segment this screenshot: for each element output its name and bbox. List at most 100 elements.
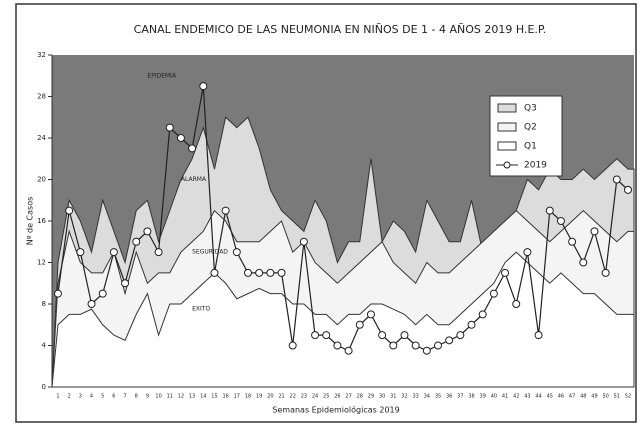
point [65,206,74,215]
point [601,268,610,277]
point [579,258,588,267]
point [366,310,375,319]
x-tick-label: 7 [123,394,126,400]
point [422,346,431,355]
x-tick-label: 35 [435,394,441,400]
y-tick-label: 0 [42,383,46,391]
x-tick-label: 17 [234,394,240,400]
x-tick-label: 9 [146,394,149,400]
point [266,268,275,277]
point [121,279,130,288]
x-tick-label: 46 [558,394,564,400]
x-tick-label: 29 [368,394,374,400]
legend-label: 2019 [524,161,547,171]
x-tick-label: 11 [167,394,173,400]
legend-marker [503,161,511,169]
point [534,331,543,340]
point [556,217,565,225]
y-tick-label: 4 [42,342,47,350]
x-tick-label: 14 [200,394,206,400]
point [165,123,174,132]
area [51,251,635,388]
x-tick-label: 20 [267,394,273,400]
point [210,268,219,277]
point [176,134,185,142]
x-tick-label: 48 [580,394,586,400]
point [333,341,342,350]
x-tick-label: 34 [424,394,430,400]
x-tick-label: 12 [178,394,184,400]
point [132,237,141,246]
x-tick-label: 6 [112,394,115,400]
x-tick-label: 49 [591,394,597,400]
x-tick-label: 33 [412,394,418,400]
x-tick-label: 39 [480,394,486,400]
point [288,341,297,350]
point [344,346,353,355]
point [277,268,286,277]
x-tick-label: 2 [68,394,71,400]
x-axis-label: Semanas Epidemiológicas 2019 [272,405,399,415]
x-tick-label: 43 [524,394,530,400]
x-tick-label: 32 [401,394,407,400]
point [154,248,163,257]
point [244,268,252,277]
legend-label: Q1 [524,142,537,152]
x-tick-label: 26 [334,394,340,400]
point [467,320,476,329]
x-tick-label: 38 [468,394,474,400]
zone-label: EPIDEMIA [147,72,177,79]
y-tick-label: 16 [37,217,46,225]
point [590,227,599,236]
y-tick-label: 20 [37,176,46,184]
y-tick-label: 32 [37,51,46,59]
point [143,227,152,236]
point [87,300,96,308]
x-tick-label: 45 [547,394,553,400]
point [311,331,320,340]
y-tick-label: 8 [42,300,46,308]
x-tick-label: 15 [211,394,217,400]
x-tick-label: 3 [79,394,82,400]
x-tick-label: 31 [390,394,396,400]
legend-label: Q2 [524,123,537,133]
chart-title: CANAL ENDEMICO DE LAS NEUMONIA EN NIÑOS … [134,23,547,36]
x-tick-label: 1 [56,394,59,400]
point [501,268,510,277]
point [76,248,85,257]
x-tick-label: 28 [357,394,363,400]
x-tick-label: 4 [90,394,93,400]
point [98,289,107,298]
point [400,331,409,340]
y-tick-label: 12 [37,259,46,267]
x-tick-label: 30 [379,394,385,400]
x-tick-label: 44 [535,394,541,400]
y-axis-label: Nº de Casos [26,197,35,246]
point [232,248,241,257]
x-tick-label: 22 [290,394,296,400]
y-tick-label: 24 [37,134,46,142]
point [54,289,62,298]
x-tick-label: 24 [312,394,318,400]
x-tick-label: 36 [446,394,452,400]
x-tick-label: 27 [345,394,351,400]
x-tick-label: 41 [502,394,508,400]
point [188,144,197,153]
x-tick-label: 21 [278,394,284,400]
x-tick-label: 23 [301,394,307,400]
point [624,185,632,194]
zone-label: SEGURIDAD [192,249,228,256]
point [512,300,521,308]
x-tick-label: 51 [614,394,620,400]
point [355,320,364,329]
point [434,341,442,350]
x-tick-label: 47 [569,394,575,400]
legend-swatch [497,122,517,132]
x-tick-label: 16 [222,394,228,400]
x-tick-label: 50 [602,394,608,400]
point [322,331,331,340]
point [299,237,308,246]
x-tick-label: 42 [513,394,519,400]
zone-label: EXITO [192,306,210,313]
point [411,341,420,350]
